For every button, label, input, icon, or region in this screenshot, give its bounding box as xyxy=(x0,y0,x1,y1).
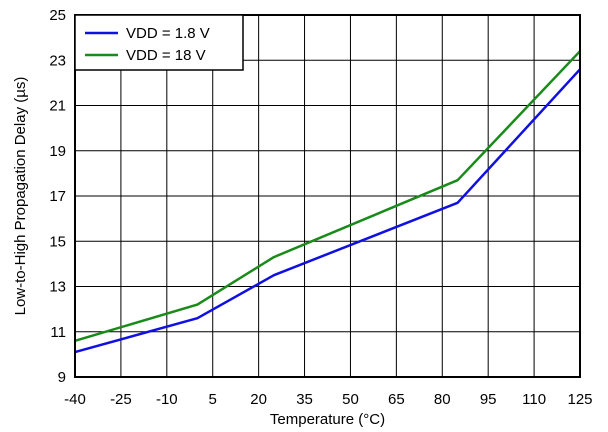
legend-label-vdd-18v: VDD = 18 V xyxy=(126,47,206,64)
legend-box xyxy=(74,14,244,71)
y-tick-label: 15 xyxy=(49,233,66,250)
x-tick-label: 20 xyxy=(250,391,267,408)
x-tick-label: 125 xyxy=(567,391,592,408)
series-lines xyxy=(74,50,581,354)
legend: VDD = 1.8 V VDD = 18 V xyxy=(74,14,244,71)
y-tick-label: 25 xyxy=(49,7,66,24)
x-tick-label: -25 xyxy=(110,391,132,408)
y-tick-label: 9 xyxy=(58,369,66,386)
y-axis-title: Low-to-High Propagation Delay (µs) xyxy=(12,77,29,316)
series-line-0 xyxy=(74,68,581,354)
y-tick-label: 19 xyxy=(49,143,66,160)
y-tick-label: 11 xyxy=(50,324,66,341)
y-tick-label: 13 xyxy=(49,279,66,296)
y-tick-label: 21 xyxy=(49,98,66,115)
tick-labels: -40 -25 -10 5 20 35 50 65 80 95 110 125 9 11 13 15 17 19 2… xyxy=(49,7,592,408)
x-axis-title: Temperature (°C) xyxy=(270,411,385,428)
y-tick-label: 17 xyxy=(49,188,66,205)
x-tick-label: 50 xyxy=(342,391,359,408)
x-tick-label: 110 xyxy=(522,391,546,408)
legend-label-vdd-1-8v: VDD = 1.8 V xyxy=(126,25,210,42)
x-tick-label: 80 xyxy=(434,391,451,408)
y-tick-label: 23 xyxy=(49,52,66,69)
x-tick-label: 95 xyxy=(480,391,497,408)
x-tick-label: -40 xyxy=(64,391,86,408)
x-tick-label: 35 xyxy=(296,391,313,408)
x-tick-label: 5 xyxy=(209,391,217,408)
series-line-1 xyxy=(74,50,581,342)
x-tick-label: -10 xyxy=(156,391,178,408)
plot-frame xyxy=(74,14,581,378)
x-tick-label: 65 xyxy=(388,391,405,408)
